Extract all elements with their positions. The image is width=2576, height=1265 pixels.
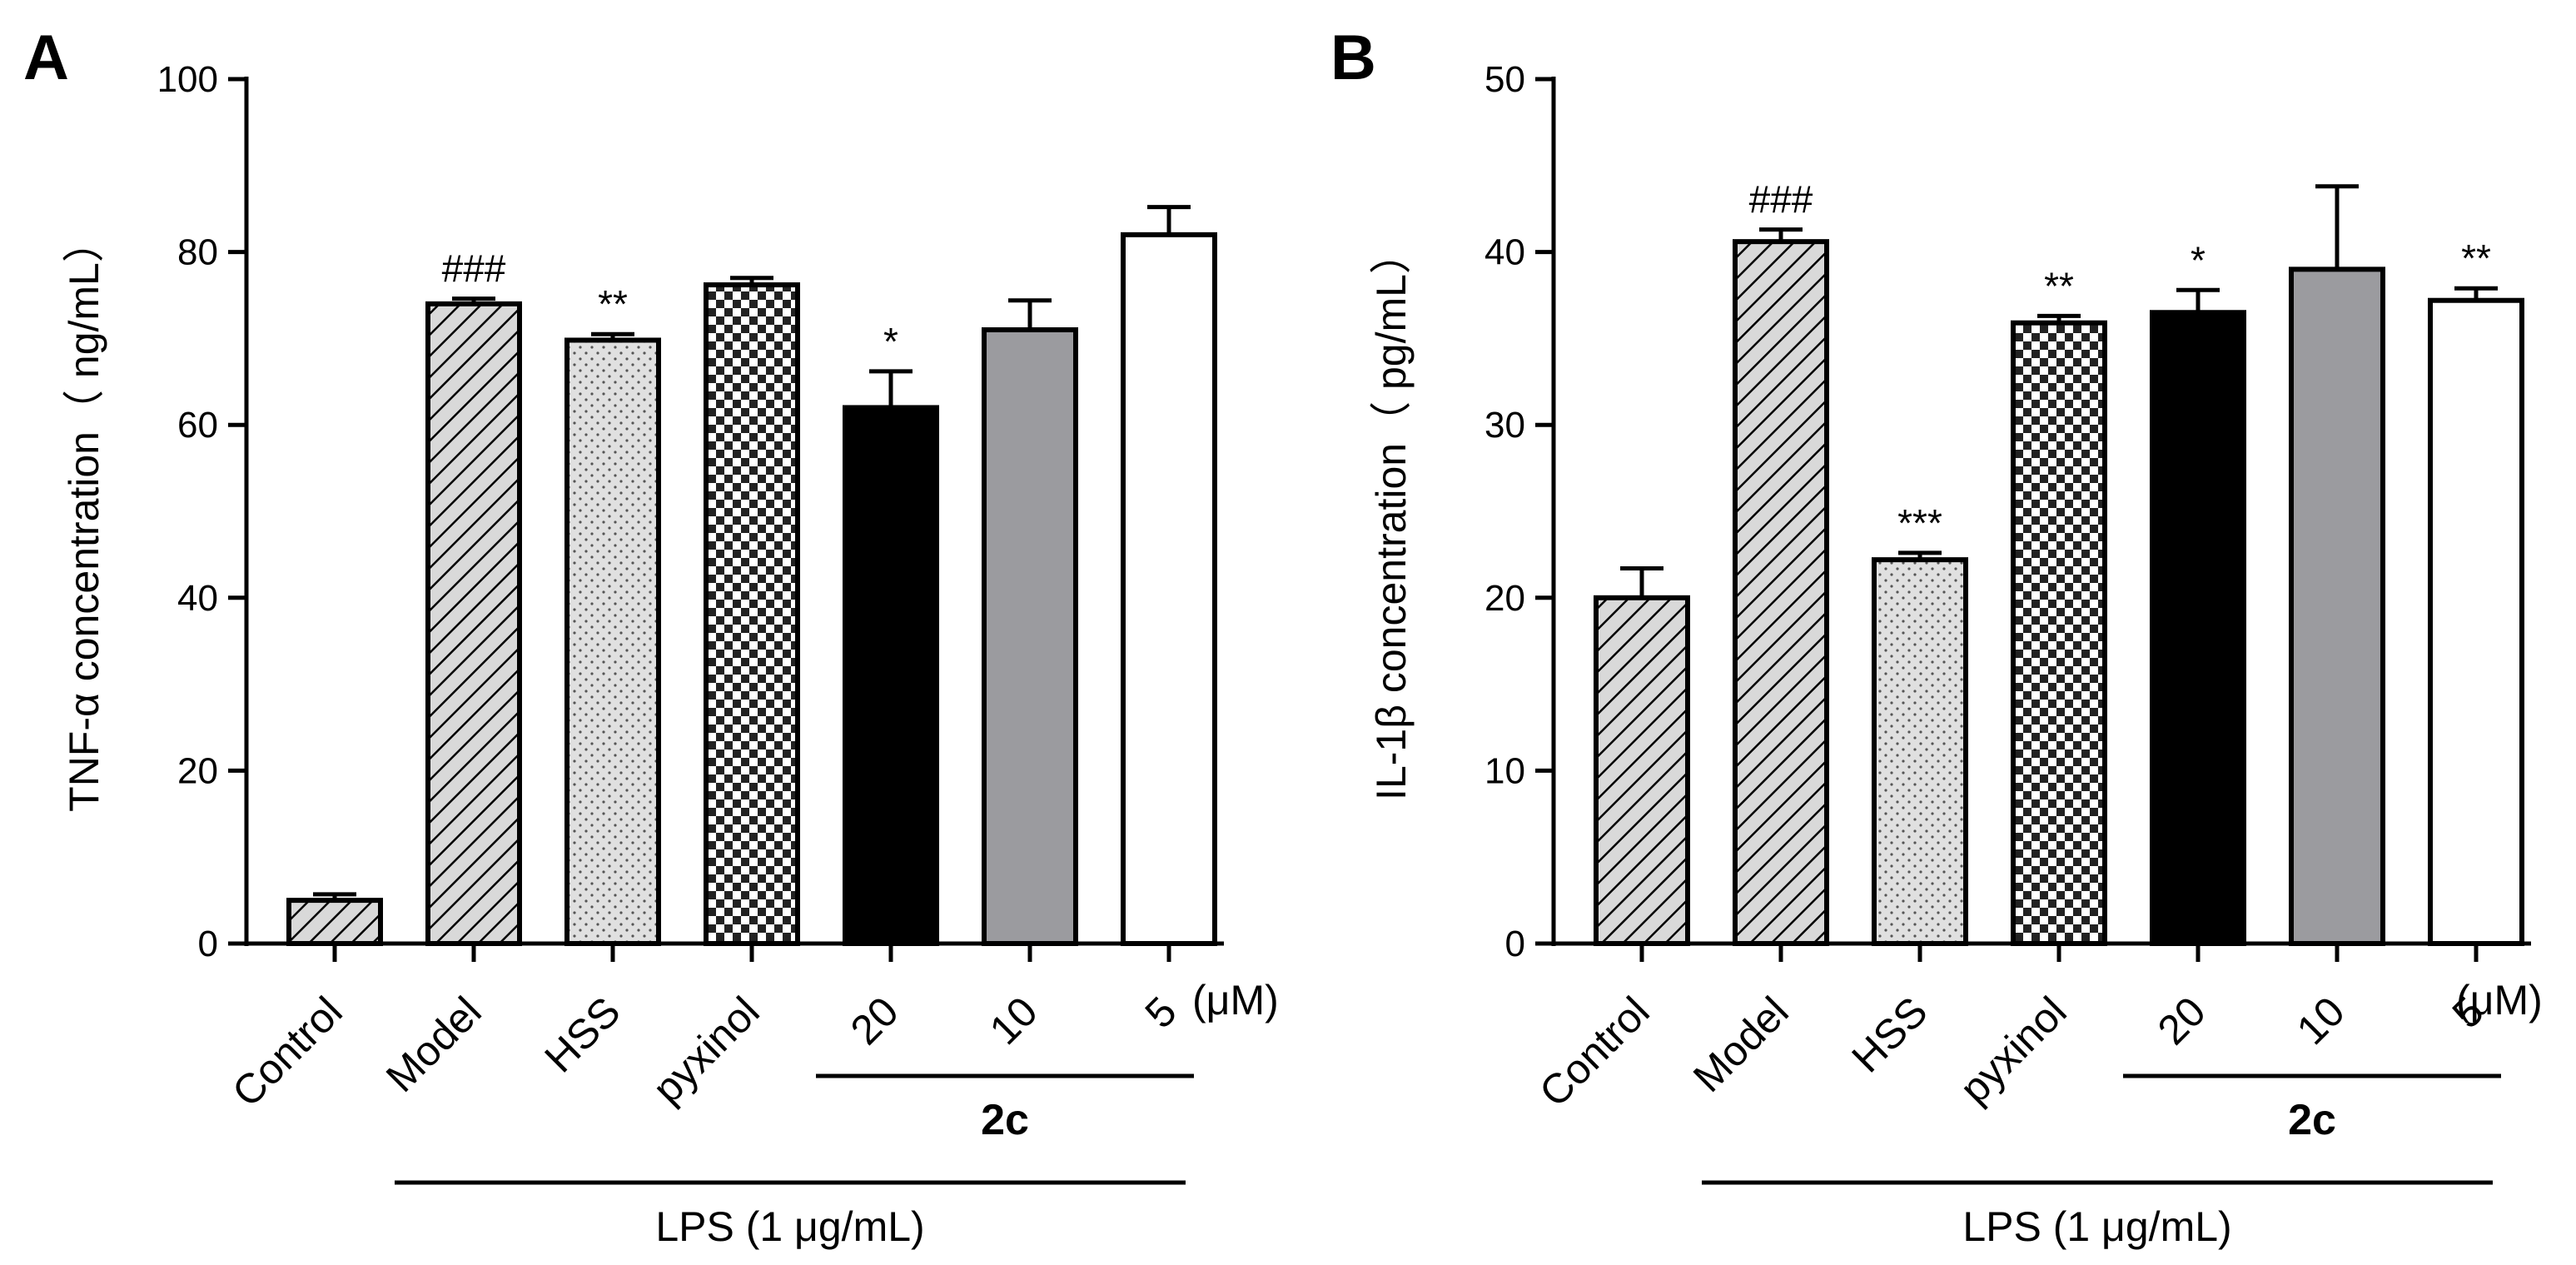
y-tick-label-a-5: 100 [157,59,218,100]
unit-label-a: (μM) [1192,977,1279,1023]
y-tick-label-b-4: 40 [1484,232,1525,273]
category-label-b-0: Control [1530,988,1658,1116]
y-tick-label-a-3: 60 [177,405,218,446]
unit-label-b: (μM) [2456,977,2543,1023]
bar-b-5 [2428,297,2524,946]
axes-a: 0 20 40 60 80 100 [157,59,1224,964]
y-tick-label-b-1: 10 [1484,750,1525,791]
bar-a-5 [1121,232,1217,946]
bar-a-control [286,898,383,946]
bar-b-20 [2150,310,2246,946]
y-tick-label-a-0: 0 [198,924,218,964]
category-label-b-5: 10 [2288,988,2354,1053]
category-label-a-6: 5 [1136,988,1186,1037]
y-tick-label-b-0: 0 [1505,924,1525,964]
bar-b-control [1594,595,1690,946]
significance-label-a-1: ### [442,247,506,291]
significance-label-b-2: *** [1897,501,1942,545]
y-axis-label-a: TNF-α concentration（ ng/mL） [61,221,107,812]
bars-b: ###****** ** [1594,178,2524,947]
category-label-b-3: pyxinol [1951,988,2076,1113]
bar-b-10 [2289,266,2385,946]
significance-label-b-1: ### [1749,178,1813,222]
group-label-b-0: 2c [2288,1096,2336,1144]
group-brackets-a: 2c LPS (1 μg/mL) [395,1073,1194,1250]
category-label-b-2: HSS [1842,988,1936,1081]
category-label-a-0: Control [223,988,351,1116]
y-tick-label-b-5: 50 [1484,59,1525,100]
category-label-a-1: Model [377,988,490,1101]
group-label-a-0: 2c [981,1096,1029,1144]
category-label-b-4: 20 [2149,988,2215,1053]
bar-a-pyxinol [704,282,800,946]
category-labels-a: Control Model HSS pyxinol 20 10 5 [223,988,1186,1116]
significance-label-a-4: * [883,320,898,363]
bar-a-10 [982,327,1078,946]
group-label-a-1: LPS (1 μg/mL) [655,1203,924,1250]
y-tick-label-a-1: 20 [177,750,218,791]
bar-a-20 [843,405,939,946]
category-label-a-4: 20 [842,988,908,1053]
bar-b-hss [1872,557,1968,946]
category-label-a-2: HSS [535,988,629,1081]
bar-b-model [1733,239,1829,947]
group-label-b-1: LPS (1 μg/mL) [1962,1203,2231,1250]
category-labels-b: Control Model HSS pyxinol 20 10 5 [1530,988,2493,1116]
bars-a: ###*** [286,205,1217,946]
axes-b: 0 10 20 30 40 50 [1484,59,2531,964]
y-tick-label-a-4: 80 [177,232,218,273]
significance-label-b-6: ** [2461,237,2491,280]
panel-letter-b: B [1330,22,1376,93]
panel-letter-a: A [23,22,69,93]
bar-a-model [425,301,522,946]
y-tick-label-a-2: 40 [177,578,218,619]
bar-a-hss [564,337,661,946]
significance-label-a-2: ** [598,282,628,326]
y-axis-label-b: IL-1β concentration（ pg/mL） [1368,232,1415,800]
significance-label-b-3: ** [2044,264,2074,307]
category-label-a-5: 10 [981,988,1047,1053]
y-tick-label-b-3: 30 [1484,405,1525,446]
significance-label-b-4: * [2191,238,2206,281]
group-brackets-b: 2c LPS (1 μg/mL) [1702,1073,2501,1250]
category-label-a-3: pyxinol [644,988,768,1113]
bar-b-pyxinol [2011,320,2107,946]
category-label-b-1: Model [1684,988,1798,1101]
y-tick-label-b-2: 20 [1484,578,1525,619]
